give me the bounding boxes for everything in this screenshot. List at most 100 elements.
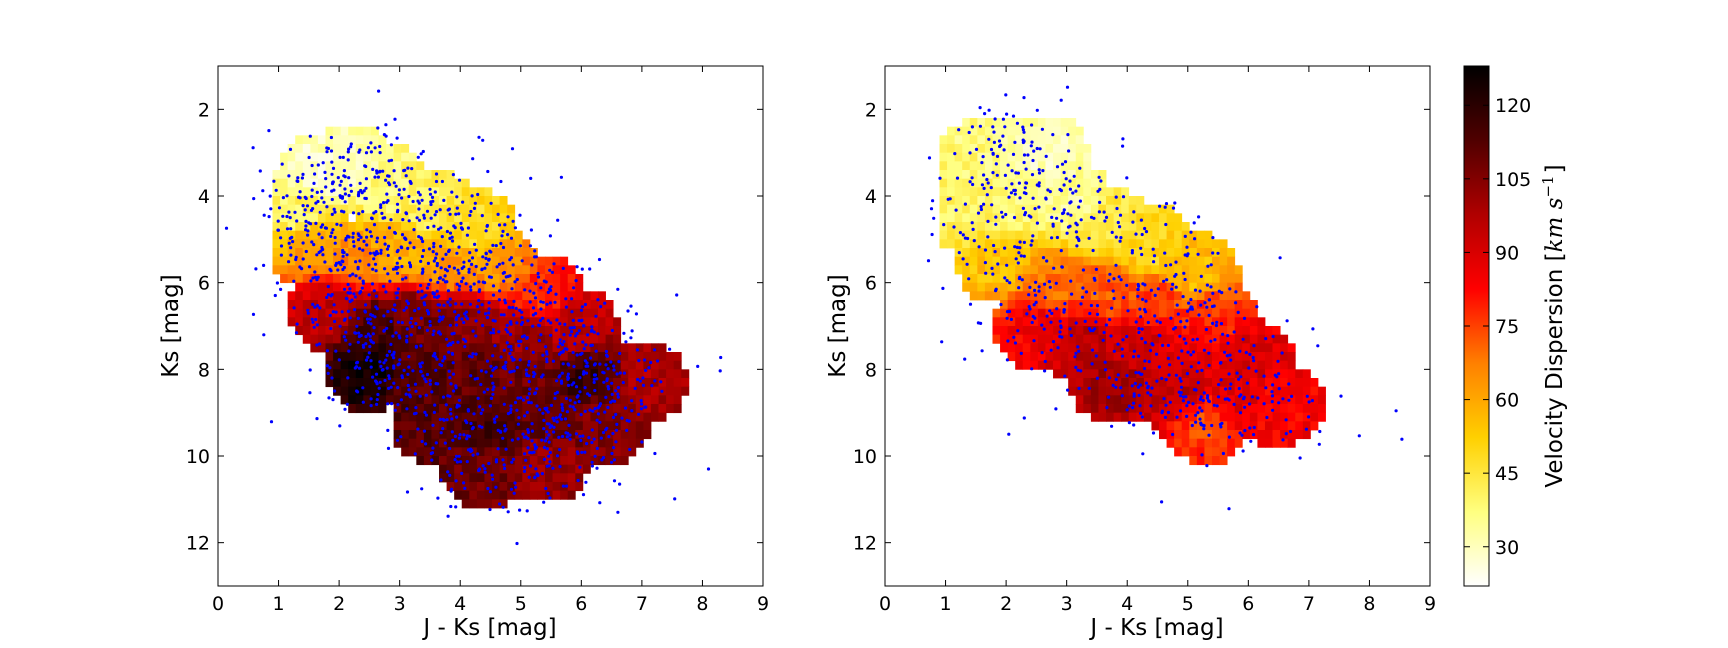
- right-heat-cell: [1174, 213, 1183, 223]
- left-heat-cell: [295, 265, 304, 275]
- left-heat-cell: [401, 204, 410, 214]
- right-heat-cell: [1007, 282, 1016, 292]
- right-data-point: [981, 155, 985, 159]
- right-heat-cell: [1015, 161, 1024, 171]
- right-data-point: [1041, 169, 1045, 173]
- right-heat-cell: [1219, 308, 1228, 318]
- left-data-point: [610, 392, 614, 396]
- left-heat-cell: [597, 412, 606, 422]
- left-heat-cell: [310, 187, 319, 197]
- right-data-point: [1112, 349, 1116, 353]
- right-heat-cell: [1166, 222, 1175, 232]
- right-heat-cell: [984, 118, 993, 128]
- left-data-point: [405, 334, 409, 338]
- right-heat-cell: [1037, 230, 1046, 240]
- left-heat-cell: [401, 343, 410, 353]
- left-heat-cell: [476, 499, 485, 509]
- right-heat-cell: [1068, 256, 1077, 266]
- left-data-point: [592, 330, 596, 334]
- left-heat-cell: [492, 369, 500, 379]
- right-data-point: [1143, 340, 1147, 345]
- left-data-point: [333, 252, 337, 256]
- left-data-point: [367, 293, 371, 297]
- left-heat-cell: [333, 144, 342, 154]
- right-heat-cell: [992, 326, 1001, 336]
- right-heat-cell: [1098, 265, 1107, 275]
- left-data-point: [438, 208, 442, 212]
- left-heat-cell: [628, 343, 637, 353]
- right-heat-cell: [1106, 404, 1114, 414]
- left-data-point: [309, 279, 313, 283]
- left-data-point: [487, 301, 491, 305]
- right-data-point: [1243, 428, 1247, 433]
- left-heat-cell: [295, 248, 304, 258]
- left-heat-cell: [393, 430, 402, 440]
- left-heat-cell: [605, 430, 614, 440]
- left-heat-cell: [537, 326, 546, 336]
- left-heat-cell: [613, 438, 622, 448]
- right-data-point: [1090, 362, 1094, 366]
- right-heat-cell: [992, 308, 1001, 318]
- left-data-point: [369, 404, 373, 408]
- right-data-point: [1185, 319, 1189, 323]
- left-heat-cell: [552, 282, 561, 292]
- left-data-point: [348, 342, 352, 346]
- left-heat-cell: [363, 152, 372, 162]
- right-heat-cell: [1272, 334, 1281, 344]
- right-data-point: [1200, 453, 1204, 457]
- left-data-point: [375, 240, 379, 244]
- left-data-point: [393, 117, 397, 121]
- left-data-point: [312, 181, 316, 185]
- left-heat-cell: [423, 334, 432, 344]
- right-data-point: [1112, 277, 1116, 281]
- left-heat-cell: [469, 187, 478, 197]
- right-heat-cell: [1106, 334, 1114, 344]
- left-data-point: [356, 340, 360, 344]
- right-heat-cell: [1075, 369, 1084, 379]
- right-heat-cell: [1189, 447, 1198, 457]
- right-data-point: [1010, 182, 1014, 186]
- left-data-point: [342, 169, 346, 173]
- left-heat-cell: [484, 464, 493, 474]
- left-data-point: [366, 321, 371, 325]
- right-data-point: [1103, 219, 1107, 223]
- left-heat-cell: [295, 213, 304, 223]
- left-heat-cell: [492, 430, 500, 440]
- left-data-point: [331, 166, 336, 170]
- right-heat-cell: [1083, 386, 1092, 396]
- right-heat-cell: [1060, 274, 1069, 284]
- right-data-point: [1021, 206, 1025, 210]
- left-heat-cell: [628, 386, 637, 396]
- left-heat-cell: [423, 438, 432, 448]
- left-data-point: [443, 274, 447, 278]
- right-heat-cell: [1022, 135, 1031, 145]
- left-data-point: [369, 322, 373, 326]
- right-data-point: [1280, 351, 1284, 355]
- right-heat-cell: [1143, 265, 1152, 275]
- right-data-point: [1232, 402, 1236, 406]
- left-heat-cell: [408, 265, 417, 275]
- left-data-point: [542, 427, 546, 431]
- right-heat-cell: [1287, 352, 1296, 362]
- left-data-point: [440, 235, 444, 239]
- right-heat-cell: [1189, 412, 1198, 422]
- left-heat-cell: [620, 430, 629, 440]
- left-data-point: [597, 257, 602, 262]
- left-heat-cell: [317, 204, 326, 214]
- left-data-point: [372, 211, 376, 215]
- left-data-point: [533, 447, 538, 451]
- left-data-point: [596, 412, 601, 416]
- left-data-point: [473, 201, 477, 205]
- left-heat-cell: [492, 404, 500, 414]
- left-data-point: [313, 305, 317, 309]
- left-heat-cell: [431, 300, 440, 310]
- right-heat-cell: [1121, 412, 1130, 422]
- left-heat-cell: [560, 438, 569, 448]
- right-data-point: [1288, 429, 1293, 434]
- right-data-point: [1120, 347, 1124, 351]
- right-heat-cell: [1128, 239, 1137, 249]
- right-data-point: [1074, 351, 1078, 355]
- right-data-point: [1055, 165, 1060, 169]
- right-heat-cell: [1098, 222, 1107, 232]
- left-data-point: [541, 373, 545, 377]
